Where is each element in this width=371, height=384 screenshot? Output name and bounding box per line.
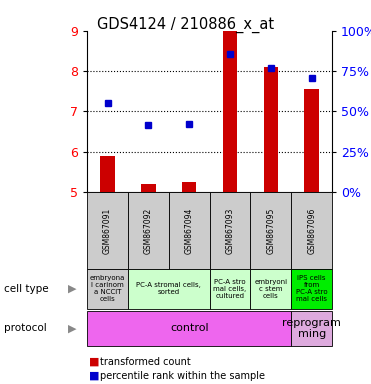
Bar <box>250 192 291 269</box>
Text: GSM867093: GSM867093 <box>226 207 234 253</box>
Text: ■: ■ <box>89 371 99 381</box>
Bar <box>291 311 332 346</box>
Bar <box>87 192 128 269</box>
Text: reprogram
ming: reprogram ming <box>282 318 341 339</box>
Bar <box>305 89 319 192</box>
Bar <box>169 192 210 269</box>
Text: percentile rank within the sample: percentile rank within the sample <box>100 371 265 381</box>
Text: PC-A stromal cells,
sorted: PC-A stromal cells, sorted <box>137 283 201 295</box>
Text: GSM867092: GSM867092 <box>144 207 153 253</box>
Text: GSM867094: GSM867094 <box>185 207 194 253</box>
Text: iPS cells
from
PC-A stro
mal cells: iPS cells from PC-A stro mal cells <box>296 275 328 303</box>
Bar <box>87 311 291 346</box>
Bar <box>223 31 237 192</box>
Bar <box>210 192 250 269</box>
Text: ■: ■ <box>89 357 99 367</box>
Bar <box>210 269 250 309</box>
Text: GSM867091: GSM867091 <box>103 207 112 253</box>
Text: ▶: ▶ <box>68 323 76 333</box>
Bar <box>291 269 332 309</box>
Bar <box>128 269 210 309</box>
Text: GSM867096: GSM867096 <box>307 207 316 253</box>
Bar <box>291 192 332 269</box>
Bar <box>87 269 128 309</box>
Text: protocol: protocol <box>4 323 46 333</box>
Bar <box>182 182 196 192</box>
Text: cell type: cell type <box>4 284 48 294</box>
Text: GSM867095: GSM867095 <box>266 207 275 253</box>
Bar <box>250 269 291 309</box>
Bar <box>101 156 115 192</box>
Text: transformed count: transformed count <box>100 357 191 367</box>
Text: control: control <box>170 323 209 333</box>
Bar <box>128 192 169 269</box>
Text: GDS4124 / 210886_x_at: GDS4124 / 210886_x_at <box>97 17 274 33</box>
Bar <box>141 184 155 192</box>
Text: PC-A stro
mal cells,
cultured: PC-A stro mal cells, cultured <box>213 279 247 299</box>
Text: embryona
l carinom
a NCCIT
cells: embryona l carinom a NCCIT cells <box>90 275 125 303</box>
Bar <box>264 67 278 192</box>
Text: embryoni
c stem
cells: embryoni c stem cells <box>254 279 288 299</box>
Text: ▶: ▶ <box>68 284 76 294</box>
